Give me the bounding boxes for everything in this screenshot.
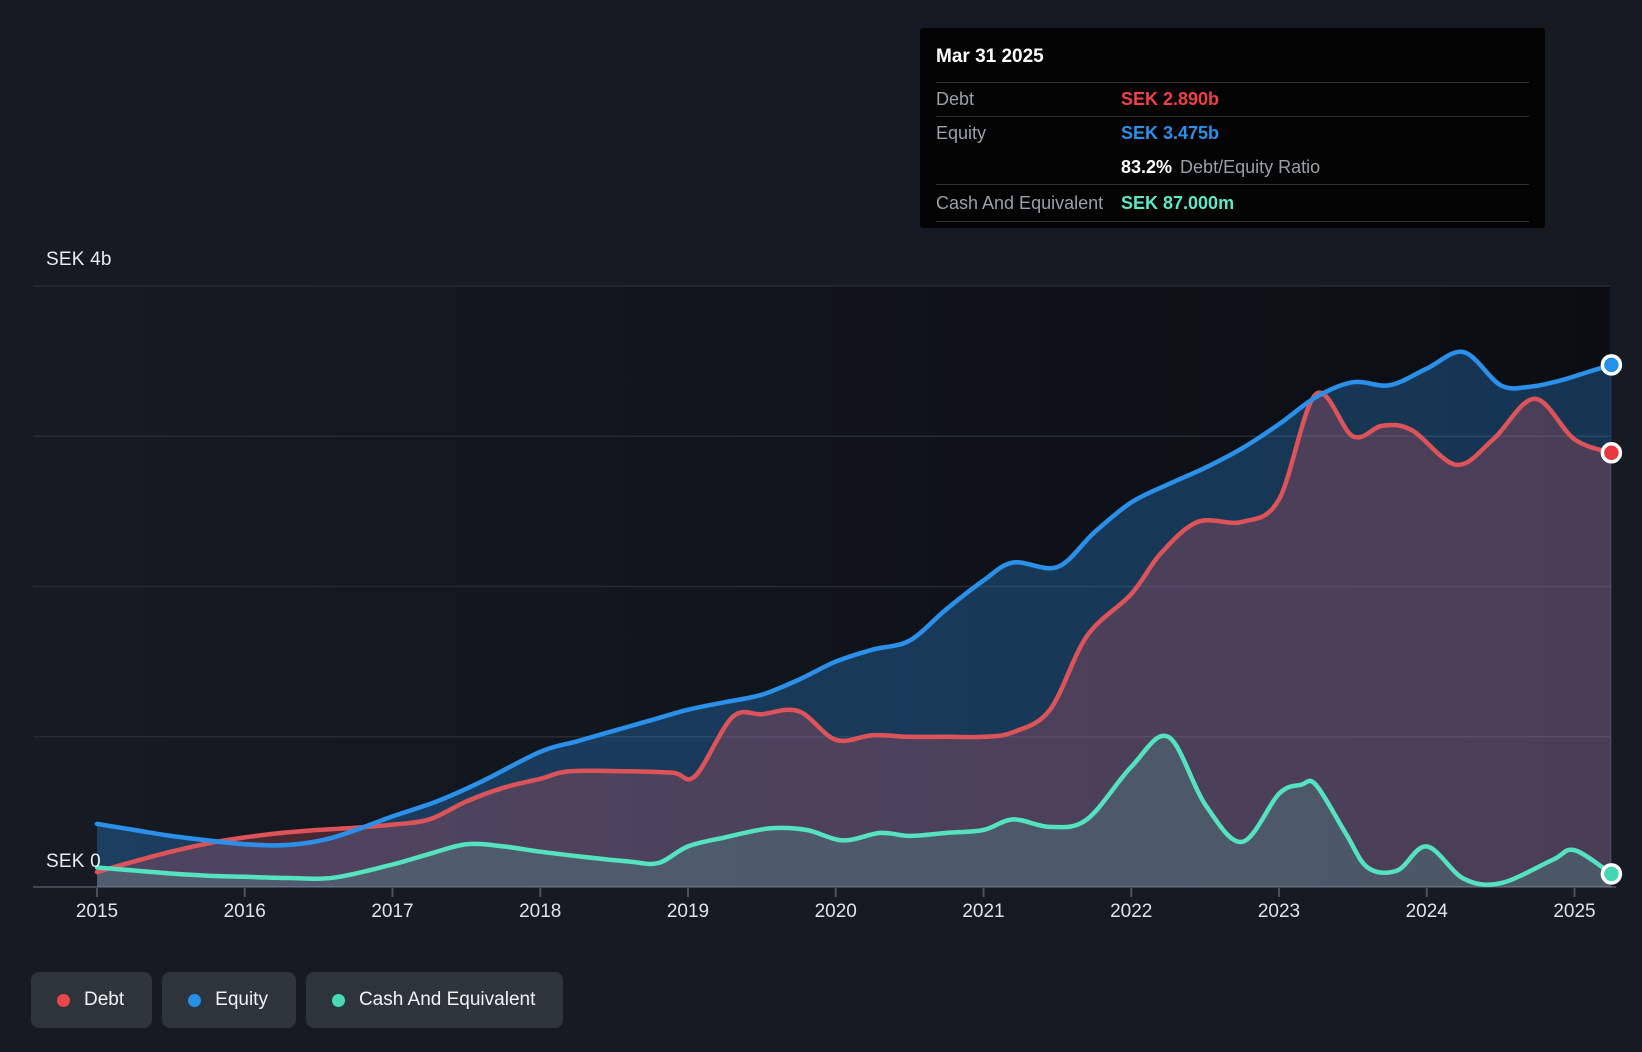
tooltip-row-equity: Equity SEK 3.475b [936,116,1529,150]
tooltip-debt-label: Debt [936,89,975,109]
tooltip-cash-label: Cash And Equivalent [936,192,1104,213]
tooltip-ratio-label: Debt/Equity Ratio [1180,156,1321,177]
tooltip-row-ratio: 83.2% Debt/Equity Ratio [936,150,1529,184]
tooltip-equity-value: SEK 3.475b [1121,123,1220,143]
tooltip-ratio-value: 83.2% [1121,156,1173,177]
x-tick-label: 2015 [76,901,118,922]
debt-area [97,392,1612,887]
tooltip-equity-label: Equity [936,123,987,143]
legend-pill-equity[interactable]: Equity [162,972,296,1028]
x-tick-label: 2024 [1406,901,1449,922]
chart-legend: Debt Equity Cash And Equivalent [31,972,564,1028]
chart-tooltip: Mar 31 2025 Debt SEK 2.890b Equity SEK 3… [920,28,1545,228]
legend-label: Debt [84,989,125,1010]
legend-label: Cash And Equivalent [358,989,536,1010]
cash-and-equivalent-area [97,735,1612,887]
y-axis-label-bottom: SEK 0 [46,851,101,872]
legend-dot-icon [57,993,70,1007]
x-tick-label: 2025 [1553,901,1595,922]
cash-and-equivalent-line [94,733,1614,888]
legend-dot-icon [188,993,202,1007]
x-tick-label: 2022 [1110,901,1152,922]
equity-line [94,349,1614,848]
legend-pill-cash-and-equivalent[interactable]: Cash And Equivalent [305,972,564,1028]
x-tick-label: 2019 [667,901,709,922]
x-tick-label: 2020 [815,901,857,922]
x-tick-label: 2021 [962,901,1004,922]
x-tick-label: 2018 [519,901,561,922]
legend-pill-debt[interactable]: Debt [31,972,153,1028]
legend-label: Equity [215,989,268,1010]
x-tick-label: 2023 [1258,901,1300,922]
tooltip-row-debt: Debt SEK 2.890b [936,82,1529,116]
tooltip-debt-value: SEK 2.890b [1121,89,1220,109]
x-tick-label: 2016 [224,901,266,922]
legend-dot-icon [331,993,345,1007]
cash-and-equivalent-endpoint-marker[interactable] [1600,863,1623,885]
y-axis-label-top: SEK 4b [46,249,112,270]
equity-endpoint-marker[interactable] [1600,354,1623,376]
equity-area [97,351,1612,887]
debt-endpoint-marker[interactable] [1600,442,1623,464]
tooltip-cash-value: SEK 87.000m [1121,192,1235,213]
x-tick-label: 2017 [371,901,413,922]
tooltip-row-cash: Cash And Equivalent SEK 87.000m [936,184,1529,222]
tooltip-date: Mar 31 2025 [936,46,1044,67]
